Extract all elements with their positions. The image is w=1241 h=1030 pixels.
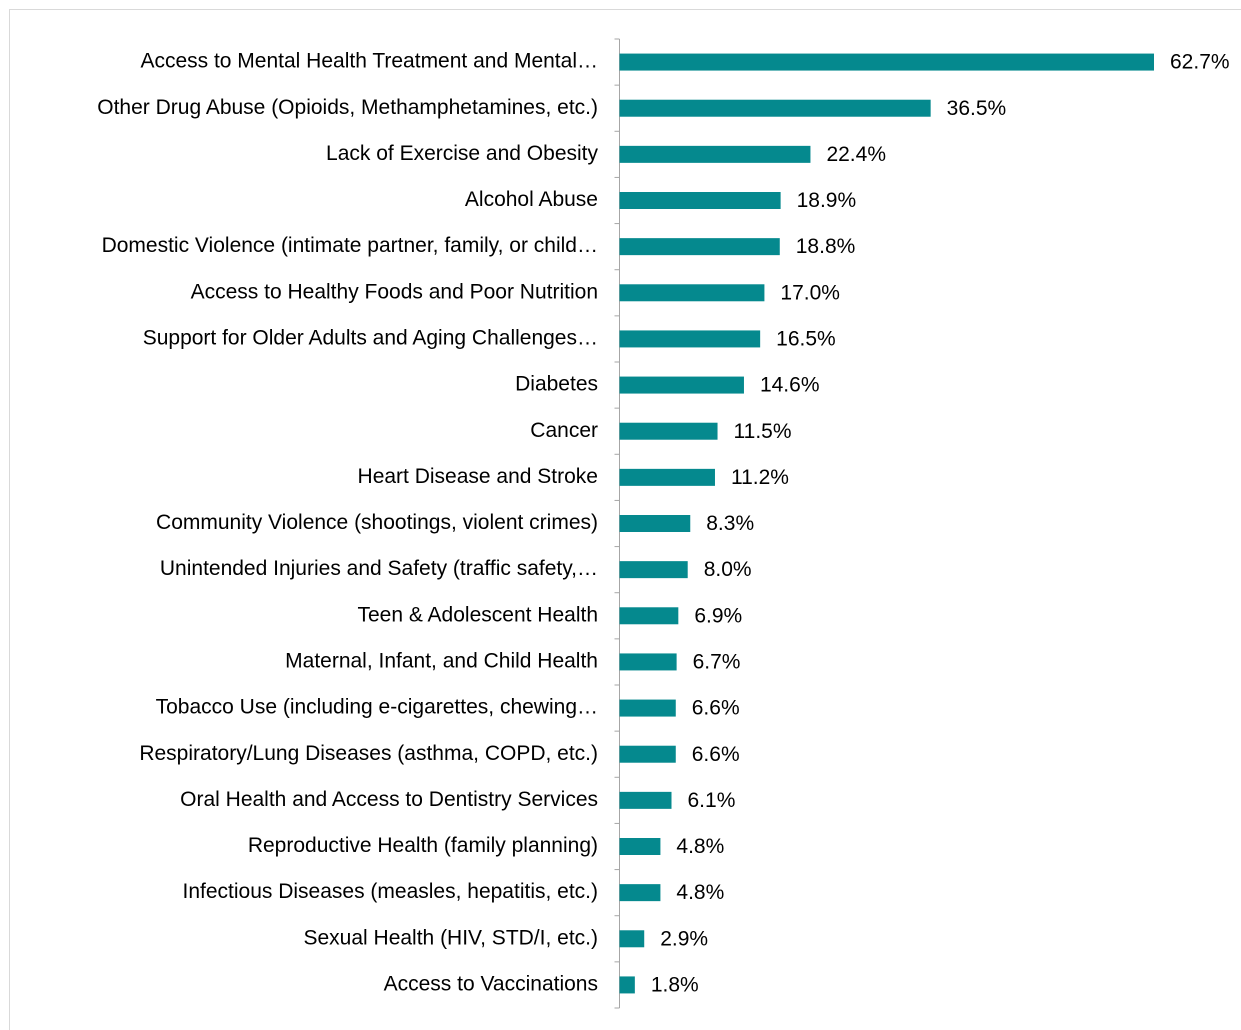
data-label: 8.0%	[704, 558, 752, 581]
data-label: 17.0%	[780, 281, 840, 304]
data-label: 4.8%	[676, 881, 724, 904]
data-label: 4.8%	[676, 835, 724, 858]
data-label: 1.8%	[651, 973, 699, 996]
bar	[619, 515, 691, 532]
bar	[619, 468, 715, 486]
bar	[619, 376, 744, 394]
y-tick-label: Lack of Exercise and Obesity	[326, 142, 598, 165]
y-tick-label: Tobacco Use (including e-cigarettes, che…	[156, 696, 598, 719]
y-tick-label: Access to Vaccinations	[384, 972, 598, 995]
bar	[619, 607, 679, 625]
y-tick-label: Alcohol Abuse	[465, 188, 598, 211]
y-tick-label: Teen & Adolescent Health	[358, 603, 599, 626]
data-label: 36.5%	[947, 97, 1007, 120]
bar	[619, 99, 931, 117]
data-label: 16.5%	[776, 327, 836, 350]
bar	[619, 145, 811, 163]
data-label: 6.7%	[693, 650, 741, 673]
data-label: 62.7%	[1170, 51, 1230, 74]
y-tick-label: Infectious Diseases (measles, hepatitis,…	[182, 880, 598, 903]
bar	[619, 284, 765, 302]
data-label: 11.2%	[731, 466, 789, 489]
bar	[619, 53, 1154, 71]
data-label: 6.1%	[688, 789, 736, 812]
data-label: 18.8%	[796, 235, 856, 258]
y-tick-label: Domestic Violence (intimate partner, fam…	[102, 234, 598, 257]
data-label: 6.6%	[692, 743, 740, 766]
data-label: 6.6%	[692, 697, 740, 720]
bar	[619, 838, 661, 855]
y-tick-label: Heart Disease and Stroke	[358, 465, 598, 488]
y-tick-label: Community Violence (shootings, violent c…	[156, 511, 598, 534]
bar	[619, 884, 661, 902]
bar	[619, 561, 688, 579]
data-label: 8.3%	[706, 512, 754, 535]
bar	[619, 192, 781, 209]
data-label: 11.5%	[734, 420, 792, 443]
data-label: 22.4%	[826, 143, 886, 166]
y-tick-label: Respiratory/Lung Diseases (asthma, COPD,…	[139, 742, 598, 765]
bar	[619, 699, 676, 717]
bar	[619, 238, 780, 256]
data-label: 18.9%	[797, 189, 857, 212]
bar	[619, 976, 635, 994]
bar	[619, 745, 676, 763]
y-tick-label: Unintended Injuries and Safety (traffic …	[160, 557, 598, 580]
bar	[619, 791, 672, 809]
y-tick-label: Support for Older Adults and Aging Chall…	[143, 326, 598, 349]
y-tick-label: Cancer	[530, 419, 598, 442]
data-label: 14.6%	[760, 374, 820, 397]
y-tick-label: Access to Mental Health Treatment and Me…	[140, 50, 598, 73]
bar	[619, 330, 761, 348]
y-tick-label: Diabetes	[515, 373, 598, 396]
data-label: 2.9%	[660, 927, 708, 950]
bar	[619, 930, 645, 948]
y-tick-label: Oral Health and Access to Dentistry Serv…	[180, 788, 598, 811]
y-tick-label: Access to Healthy Foods and Poor Nutriti…	[191, 280, 598, 303]
chart-frame	[9, 9, 1241, 1030]
y-tick-label: Other Drug Abuse (Opioids, Methamphetami…	[97, 96, 598, 119]
bar	[619, 422, 718, 440]
y-tick-label: Sexual Health (HIV, STD/I, etc.)	[303, 926, 598, 949]
bar	[619, 653, 677, 671]
y-tick-label: Reproductive Health (family planning)	[248, 834, 598, 857]
data-label: 6.9%	[694, 604, 742, 627]
y-tick-label: Maternal, Infant, and Child Health	[285, 649, 598, 672]
